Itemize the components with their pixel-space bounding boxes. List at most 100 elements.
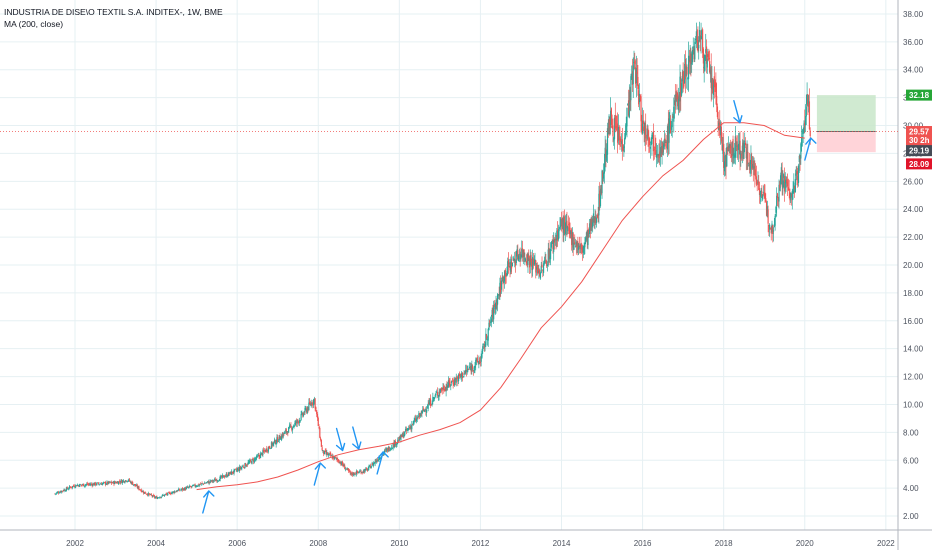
candle-body [223,475,225,478]
candle-body [340,462,342,465]
candle-body [259,453,262,459]
candle-body [457,374,460,382]
candle-body [799,155,801,159]
candle-body [751,156,753,170]
candle-body [424,409,426,410]
candle-body [656,154,658,158]
candle-body [339,462,341,464]
candle-body [565,222,567,226]
candle-body [417,417,419,419]
candle-body [674,96,676,107]
candle-body [335,457,337,459]
candle-body [299,420,301,422]
candle-body [138,486,140,490]
candle-body [418,413,420,418]
candle-body [536,264,538,270]
candle-body [548,247,550,259]
candle-body [143,491,145,494]
candle-body [515,259,517,264]
candle-body [602,172,604,178]
candle-body [493,304,496,308]
y-tick-label: 6.00 [903,456,919,465]
y-tick-label: 4.00 [903,484,919,493]
candle-body [636,71,638,75]
candle-body [626,107,628,127]
candle-body [772,230,775,232]
candle-body [403,434,405,438]
candle-body [292,425,294,428]
candle-body [167,492,169,495]
candle-body [234,469,236,470]
candle-body [199,484,201,486]
candle-body [624,130,627,139]
candle-body [354,474,356,475]
candle-body [516,249,518,257]
arrow-up-marker [376,451,389,475]
candle-body [442,386,444,390]
candle-body [196,486,199,487]
candle-body [628,91,630,118]
candle-body [448,380,450,384]
candle-body [541,264,543,268]
symbol-title: INDUSTRIA DE DISE\O TEXTIL S.A. INDITEX-… [4,7,223,17]
candle-body [336,457,338,460]
candle-body [524,258,526,260]
candle-body [100,483,102,485]
candle-body [572,233,574,248]
candle-body [517,250,519,260]
y-tick-label: 22.00 [903,233,924,242]
candle-body [346,468,348,470]
candle-body [54,493,56,495]
candle-body [72,485,75,487]
candle-body [709,69,712,75]
y-tick-label: 26.00 [903,177,924,186]
candle-body [98,484,100,485]
candle-body [222,475,224,477]
candle-body [721,142,723,151]
candle-body [412,421,414,425]
candle-body [118,481,121,482]
candle-body [162,495,164,496]
candle-body [732,139,734,156]
candle-body [318,427,320,428]
candle-body [347,468,349,470]
candle-body [722,144,724,154]
candle-body [585,232,588,240]
candle-body [324,450,326,452]
candle-body [567,227,569,232]
candle-body [300,414,302,420]
candle-body [256,455,258,459]
candle-body [411,423,414,425]
candle-body [225,474,227,476]
candle-body [803,123,805,133]
candle-body [521,248,523,252]
candle-body [204,483,206,484]
candle-body [65,490,67,492]
candle-body [102,482,104,484]
candle-body [366,468,368,471]
candle-body [132,482,134,485]
candle-body [362,470,365,473]
candle-body [73,485,75,487]
candle-body [588,223,591,234]
candle-body [323,450,325,454]
candle-body [800,143,802,159]
candle-body [396,442,398,445]
candle-body [416,417,418,419]
arrow-up-marker [804,137,817,161]
candle-body [445,386,447,392]
candle-body [297,420,299,422]
candle-body [288,427,290,433]
candle-body [633,62,635,63]
candle-body [642,120,644,124]
candle-body [211,479,213,482]
candle-body [762,196,764,200]
candle-body [625,125,627,132]
candle-body [549,256,551,260]
candle-body [544,260,546,262]
candle-body [768,224,770,227]
candle-body [655,149,657,154]
candle-body [530,255,532,263]
